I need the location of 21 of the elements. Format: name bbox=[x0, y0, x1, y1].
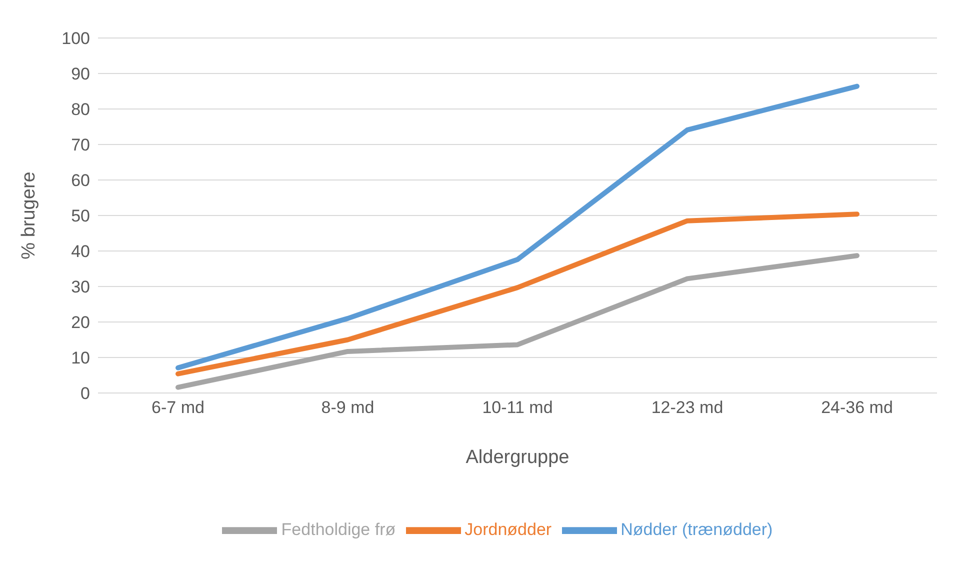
y-tick-label: 30 bbox=[71, 278, 90, 297]
y-tick-label: 40 bbox=[71, 242, 90, 262]
y-tick-label: 70 bbox=[71, 136, 90, 155]
y-tick-label: 50 bbox=[71, 206, 90, 226]
x-tick-label: 12-23 md bbox=[651, 398, 724, 418]
x-tick-label: 24-36 md bbox=[821, 398, 893, 418]
y-tick-label: 0 bbox=[80, 384, 90, 404]
x-axis-title: Aldergruppe bbox=[466, 447, 570, 468]
y-tick-label: 60 bbox=[71, 171, 90, 190]
x-tick-label: 10-11 md bbox=[482, 398, 553, 418]
y-tick-label: 10 bbox=[71, 348, 90, 368]
legend-label: Fedtholdige frø bbox=[281, 520, 396, 539]
y-tick-label: 20 bbox=[71, 313, 90, 332]
y-tick-label: 80 bbox=[71, 100, 90, 120]
y-axis-title: % brugere bbox=[18, 172, 40, 260]
legend-label: Jordnødder bbox=[464, 520, 552, 539]
x-tick-label: 8-9 md bbox=[321, 398, 374, 418]
y-tick-label: 90 bbox=[71, 64, 90, 84]
x-tick-label: 6-7 md bbox=[152, 398, 204, 418]
y-tick-label: 100 bbox=[62, 29, 90, 48]
legend-label: Nødder (trænødder) bbox=[620, 520, 773, 539]
